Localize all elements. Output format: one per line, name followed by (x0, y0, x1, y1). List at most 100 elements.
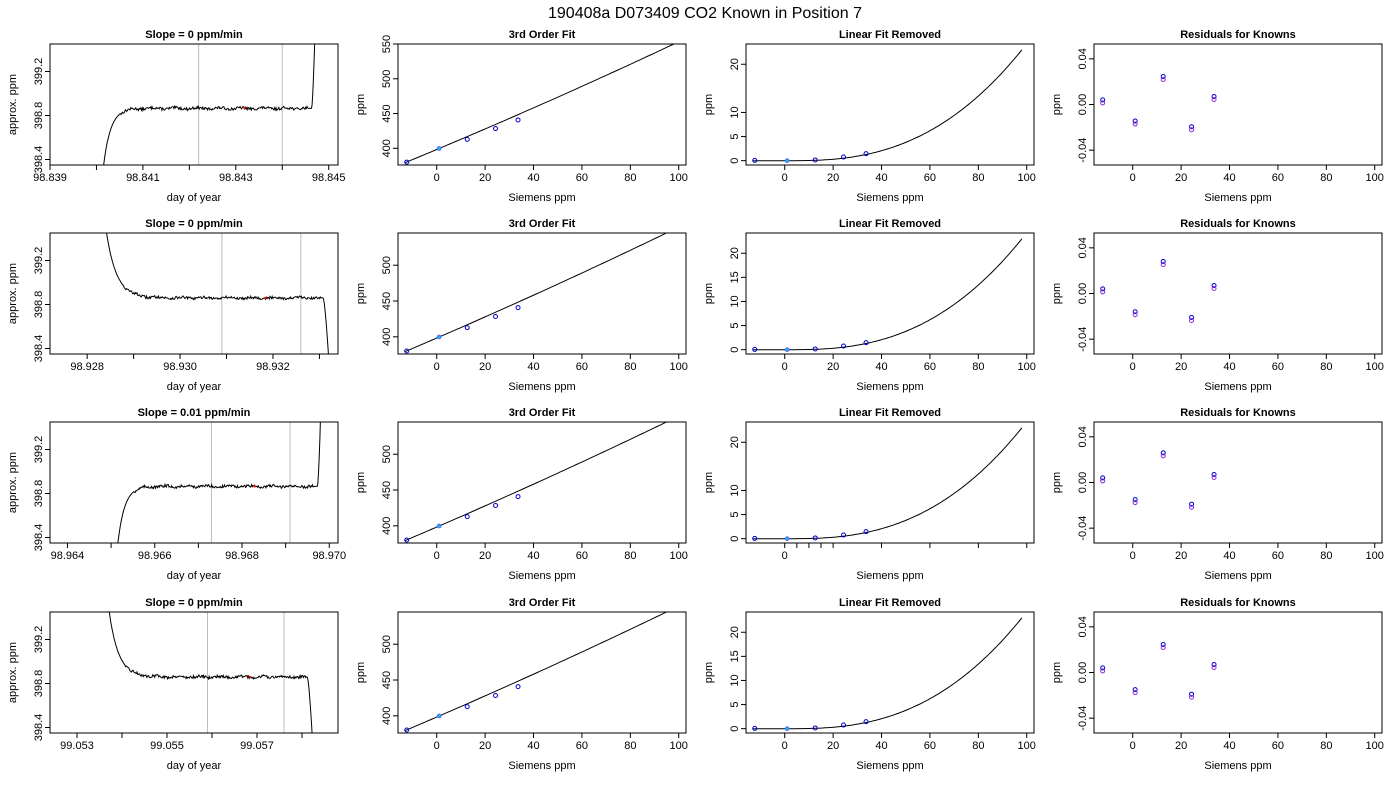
plot-frame (1093, 421, 1383, 544)
plot-frame (49, 232, 339, 355)
fit-curve (753, 238, 1023, 351)
trace-line (106, 233, 329, 354)
mean-marker (243, 107, 246, 110)
x-axis-label: Siemens ppm (856, 381, 923, 393)
data-point (1100, 289, 1106, 295)
highlight-point (784, 158, 790, 163)
data-point (863, 340, 869, 346)
x-tick-label: 98.964 (51, 550, 85, 562)
data-point (1132, 312, 1138, 318)
x-tick-label: 98.968 (225, 550, 259, 562)
x-tick-label: 80 (624, 172, 636, 184)
highlight-point (784, 347, 790, 352)
panel-2-1: 3rd Order Fit 0 20 40 60 80 100 400 450 500 550 Sie… (355, 29, 688, 204)
y-tick-label: 10 (729, 484, 741, 496)
plot-frame (49, 421, 339, 544)
data-point (1100, 478, 1106, 484)
y-tick-label: -0.04 (1077, 327, 1089, 352)
x-axis-label: Siemens ppm (1204, 760, 1271, 772)
data-point (863, 719, 869, 725)
data-point (1189, 691, 1195, 697)
data-point (1189, 694, 1195, 700)
y-axis-label: approx. ppm (7, 263, 19, 324)
x-tick-label: 98.930 (163, 361, 197, 373)
plot-content (404, 612, 668, 733)
plot-frame (745, 43, 1035, 166)
y-tick-label: 15 (729, 650, 741, 662)
y-axis-label: approx. ppm (7, 642, 19, 703)
y-axis-label: approx. ppm (7, 452, 19, 513)
plot-content (404, 422, 668, 543)
panel-4-4: Residuals for Knowns 0 20 40 60 80 100 -0.04 0.0… (1051, 597, 1384, 772)
y-tick-label: 10 (729, 106, 741, 118)
data-point (1132, 309, 1138, 315)
y-axis-label: ppm (703, 472, 715, 493)
panel-title: 3rd Order Fit (509, 29, 576, 41)
panel-1-3: Slope = 0.01 ppm/min 98.964 98.966 98.968 98… (7, 407, 346, 582)
data-point (1160, 450, 1166, 456)
y-axis-label: ppm (355, 472, 367, 493)
data-point (752, 535, 758, 541)
y-tick-label: 500 (381, 635, 393, 653)
y-tick-label: 0 (729, 347, 741, 353)
panel-title: Slope = 0 ppm/min (145, 29, 243, 41)
data-point (1160, 259, 1166, 265)
y-tick-label: 450 (381, 292, 393, 310)
x-tick-label: 20 (479, 550, 491, 562)
x-tick-label: 80 (1320, 361, 1332, 373)
x-axis-label: Siemens ppm (508, 381, 575, 393)
panels-grid: Slope = 0 ppm/min 98.839 98.841 98.843 98.84… (7, 29, 1384, 772)
plot-content (106, 233, 329, 354)
y-tick-label: 20 (729, 58, 741, 70)
data-point (1211, 662, 1217, 668)
fit-curve (405, 233, 668, 352)
x-axis-label: day of year (167, 570, 222, 582)
x-tick-label: 98.932 (256, 361, 290, 373)
x-tick-label: 100 (1018, 740, 1036, 752)
panel-title: 3rd Order Fit (509, 597, 576, 609)
mean-marker (253, 485, 256, 488)
data-point (1132, 687, 1138, 693)
x-tick-label: 0 (434, 740, 440, 752)
data-point (1100, 100, 1106, 106)
plot-frame (397, 611, 687, 734)
x-tick-label: 100 (670, 550, 688, 562)
y-tick-label: 400 (381, 707, 393, 725)
highlight-point (784, 726, 790, 731)
panel-1-4: Slope = 0 ppm/min 99.053 99.055 99.057 398.4… (7, 597, 339, 772)
y-tick-label: 550 (381, 35, 393, 53)
y-axis-label: ppm (703, 94, 715, 115)
y-tick-label: 20 (729, 436, 741, 448)
data-point (1100, 665, 1106, 671)
panel-3-4: Linear Fit Removed 0 20 40 60 80 100 0 5 10 15 20 Si… (703, 597, 1036, 772)
y-tick-label: 20 (729, 626, 741, 638)
data-point (1211, 286, 1217, 292)
data-point (812, 157, 818, 163)
panel-title: Linear Fit Removed (839, 29, 941, 41)
x-tick-label: 98.841 (126, 172, 160, 184)
highlight-point (436, 523, 442, 529)
data-point (404, 348, 410, 354)
panel-title: Linear Fit Removed (839, 407, 941, 419)
x-tick-label: 20 (479, 740, 491, 752)
y-tick-label: 0 (729, 536, 741, 542)
x-tick-label: 0 (782, 172, 788, 184)
x-tick-label: 100 (670, 361, 688, 373)
x-axis-label: Siemens ppm (1204, 192, 1271, 204)
panel-3-2: Linear Fit Removed 0 20 40 60 80 100 0 5 10 15 20 Si… (703, 218, 1036, 393)
y-tick-label: 450 (381, 104, 393, 122)
y-tick-label: 5 (729, 322, 741, 328)
y-tick-label: 450 (381, 481, 393, 499)
data-point (841, 343, 847, 349)
y-tick-label: 0.00 (1077, 662, 1089, 683)
data-point (841, 154, 847, 160)
x-tick-label: 80 (624, 550, 636, 562)
x-axis-label: Siemens ppm (856, 760, 923, 772)
panel-title: Slope = 0.01 ppm/min (138, 407, 251, 419)
x-tick-label: 80 (972, 740, 984, 752)
x-tick-label: 40 (1223, 550, 1235, 562)
panel-title: Linear Fit Removed (839, 597, 941, 609)
plot-frame (745, 611, 1035, 734)
x-tick-label: 80 (1320, 172, 1332, 184)
x-tick-label: 20 (1175, 740, 1187, 752)
